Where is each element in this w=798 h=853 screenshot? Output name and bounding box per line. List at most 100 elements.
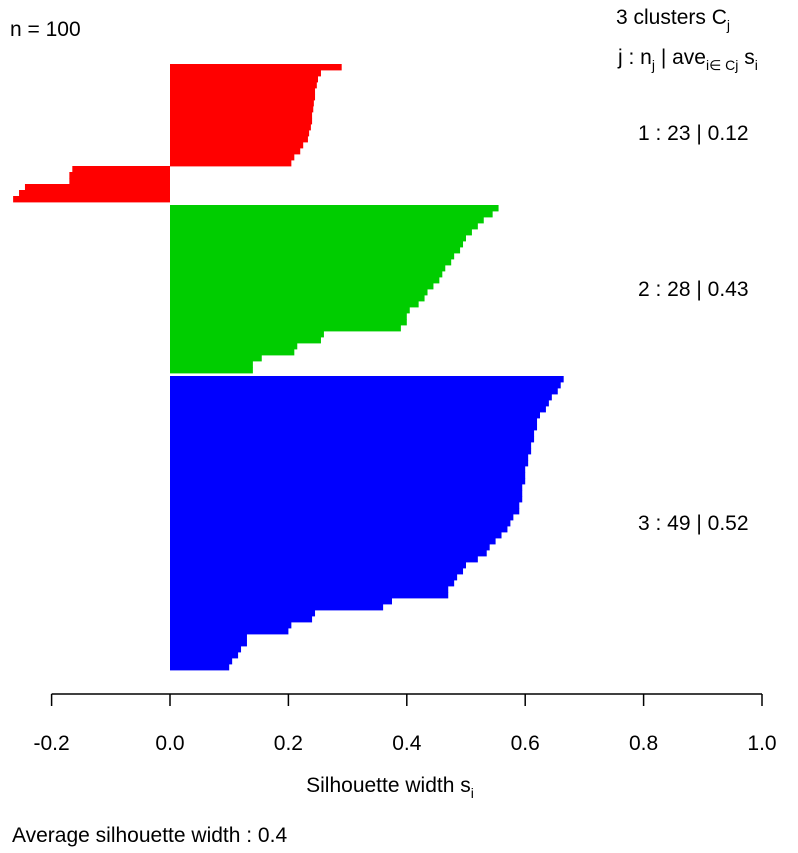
silhouette-bar-cluster-1 <box>24 184 171 191</box>
x-tick-label: 0.6 <box>511 732 540 755</box>
silhouette-bar-cluster-3 <box>170 394 552 401</box>
silhouette-bar-cluster-3 <box>170 484 523 491</box>
x-axis: -0.2 0.0 0.2 0.4 0.6 0.8 1.0 <box>34 693 777 755</box>
silhouette-bar-cluster-2 <box>170 277 440 284</box>
silhouette-bar-cluster-3 <box>170 448 532 455</box>
silhouette-bar-cluster-2 <box>170 223 478 230</box>
silhouette-bar-cluster-2 <box>170 313 407 320</box>
silhouette-bar-cluster-3 <box>170 628 289 635</box>
silhouette-bar-cluster-2 <box>170 259 452 266</box>
cluster-label-1: 1 : 23 | 0.12 <box>638 122 749 145</box>
silhouette-bar-cluster-3 <box>170 382 561 389</box>
silhouette-bar-cluster-3 <box>170 610 316 617</box>
n-label: n = 100 <box>10 18 81 41</box>
silhouette-bar-cluster-3 <box>170 472 526 479</box>
silhouette-bar-cluster-1 <box>69 172 170 179</box>
silhouette-bar-cluster-3 <box>170 586 449 593</box>
silhouette-bar-cluster-3 <box>170 544 490 551</box>
silhouette-bar-cluster-2 <box>170 205 499 212</box>
silhouette-bar-cluster-2 <box>170 367 253 374</box>
silhouette-bar-cluster-2 <box>170 247 461 254</box>
silhouette-bar-cluster-1 <box>170 82 317 89</box>
silhouette-bar-cluster-3 <box>170 400 549 407</box>
silhouette-bar-cluster-1 <box>170 76 318 83</box>
silhouette-bar-cluster-3 <box>170 502 520 509</box>
silhouette-bar-cluster-1 <box>170 88 316 95</box>
silhouette-bar-cluster-1 <box>170 106 314 113</box>
silhouette-bar-cluster-3 <box>170 496 523 503</box>
silhouette-bar-cluster-1 <box>170 136 308 143</box>
silhouette-bar-cluster-3 <box>170 412 540 419</box>
x-tick-label: 0.0 <box>155 732 184 755</box>
silhouette-bar-cluster-3 <box>170 430 535 437</box>
cluster-label-3: 3 : 49 | 0.52 <box>638 512 749 535</box>
cluster-labels: 1 : 23 | 0.12 2 : 28 | 0.43 3 : 49 | 0.52 <box>638 122 749 535</box>
silhouette-bar-cluster-3 <box>170 658 233 665</box>
silhouette-bar-cluster-3 <box>170 388 558 395</box>
silhouette-bar-cluster-3 <box>170 442 532 449</box>
silhouette-bar-cluster-2 <box>170 241 464 248</box>
x-tick-label: 0.8 <box>629 732 658 755</box>
silhouette-bar-cluster-3 <box>170 538 496 545</box>
silhouette-bar-cluster-3 <box>170 550 487 557</box>
silhouette-bar-cluster-2 <box>170 319 407 326</box>
silhouette-bar-cluster-1 <box>170 154 295 161</box>
silhouette-bar-cluster-3 <box>170 634 247 641</box>
silhouette-bar-cluster-3 <box>170 520 511 527</box>
silhouette-bar-cluster-1 <box>170 64 342 71</box>
silhouette-bar-cluster-3 <box>170 640 247 647</box>
header-line1: 3 clusters Cj <box>616 6 730 33</box>
silhouette-bar-cluster-1 <box>19 190 171 197</box>
silhouette-bar-cluster-2 <box>170 349 295 356</box>
x-tick-label: 0.4 <box>392 732 422 755</box>
silhouette-bar-cluster-1 <box>170 124 311 131</box>
silhouette-bar-cluster-1 <box>170 100 314 107</box>
silhouette-bar-cluster-3 <box>170 418 538 425</box>
silhouette-bars <box>13 64 564 671</box>
silhouette-bar-cluster-3 <box>170 514 514 521</box>
average-silhouette-width: Average silhouette width : 0.4 <box>12 824 287 847</box>
silhouette-bar-cluster-3 <box>170 508 520 515</box>
silhouette-bar-cluster-3 <box>170 424 538 431</box>
silhouette-bar-cluster-1 <box>170 112 313 119</box>
silhouette-bar-cluster-3 <box>170 574 458 581</box>
silhouette-bar-cluster-3 <box>170 532 502 539</box>
silhouette-bar-cluster-2 <box>170 271 443 278</box>
silhouette-bar-cluster-2 <box>170 307 410 314</box>
silhouette-bar-cluster-3 <box>170 646 242 653</box>
silhouette-bar-cluster-3 <box>170 568 464 575</box>
silhouette-bar-cluster-3 <box>170 454 529 461</box>
silhouette-bar-cluster-2 <box>170 289 428 296</box>
cluster-label-2: 2 : 28 | 0.43 <box>638 278 749 301</box>
silhouette-bar-cluster-3 <box>170 652 239 659</box>
silhouette-bar-cluster-3 <box>170 616 313 623</box>
silhouette-bar-cluster-2 <box>170 283 434 290</box>
silhouette-bar-cluster-2 <box>170 253 455 260</box>
silhouette-bar-cluster-1 <box>72 166 170 173</box>
silhouette-bar-cluster-3 <box>170 580 455 587</box>
silhouette-bar-cluster-2 <box>170 343 298 350</box>
silhouette-bar-cluster-1 <box>170 148 301 155</box>
silhouette-bar-cluster-2 <box>170 325 401 332</box>
silhouette-bar-cluster-3 <box>170 592 449 599</box>
silhouette-bar-cluster-2 <box>170 355 262 362</box>
silhouette-bar-cluster-2 <box>170 211 493 218</box>
silhouette-bar-cluster-2 <box>170 235 466 242</box>
silhouette-bar-cluster-3 <box>170 376 564 383</box>
header-line2: j : nj | avei∈ Cj si <box>617 46 758 73</box>
silhouette-bar-cluster-2 <box>170 217 484 224</box>
silhouette-bar-cluster-3 <box>170 622 292 629</box>
silhouette-bar-cluster-3 <box>170 526 508 533</box>
silhouette-bar-cluster-3 <box>170 556 478 563</box>
silhouette-bar-cluster-3 <box>170 460 529 467</box>
silhouette-bar-cluster-3 <box>170 466 526 473</box>
x-axis-label: Silhouette width si <box>306 774 474 801</box>
silhouette-bar-cluster-3 <box>170 664 230 671</box>
x-tick-label: 0.2 <box>274 732 303 755</box>
silhouette-bar-cluster-1 <box>69 178 170 185</box>
silhouette-bar-cluster-3 <box>170 490 523 497</box>
silhouette-bar-cluster-3 <box>170 478 526 485</box>
silhouette-bar-cluster-3 <box>170 604 384 611</box>
silhouette-bar-cluster-3 <box>170 562 466 569</box>
